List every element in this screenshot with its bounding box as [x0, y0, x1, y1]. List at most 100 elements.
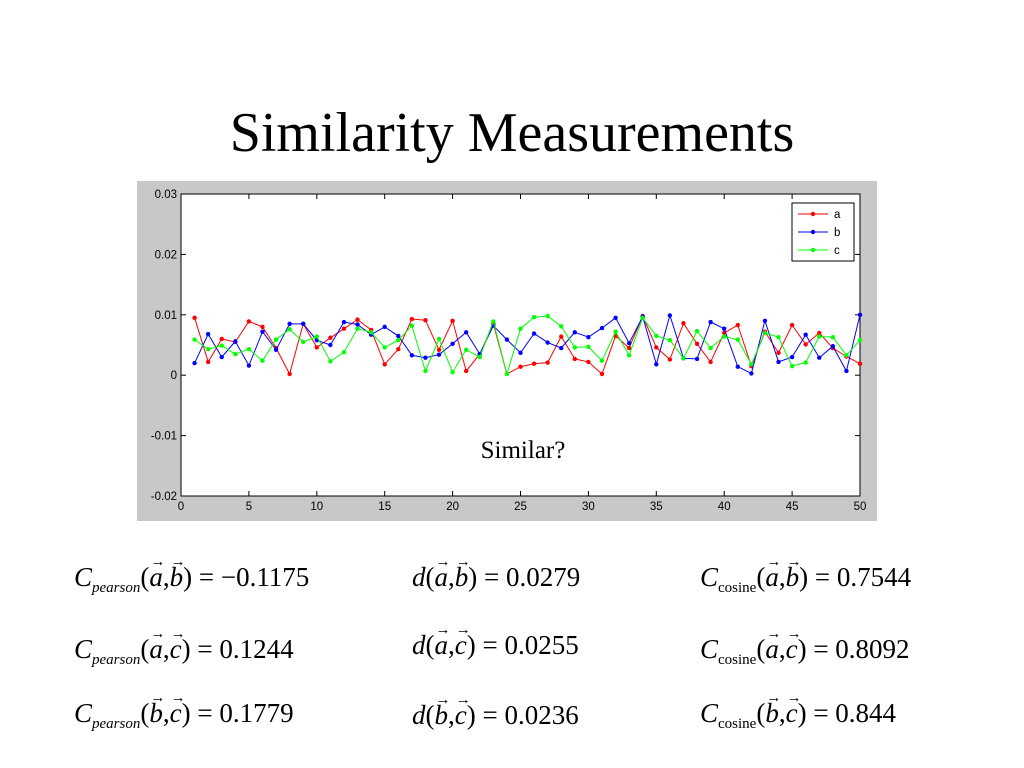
- data-point-a: [436, 347, 442, 353]
- data-point-c: [654, 333, 659, 339]
- data-point-b: [396, 333, 401, 339]
- data-point-c: [463, 347, 469, 353]
- data-point-c: [667, 337, 673, 343]
- data-point-a: [205, 359, 211, 365]
- data-point-b: [328, 342, 333, 348]
- data-point-c: [355, 326, 360, 331]
- x-tick-label: 15: [378, 501, 391, 513]
- data-point-a: [776, 350, 781, 356]
- x-tick-label: 35: [650, 501, 663, 513]
- x-tick-label: 45: [786, 501, 799, 513]
- data-point-c: [803, 360, 808, 365]
- data-point-a: [531, 361, 537, 366]
- data-point-c: [531, 315, 537, 320]
- data-point-c: [287, 327, 292, 332]
- data-point-c: [613, 329, 618, 334]
- line-chart: 0 5 10 15 20 25 30 35 40 45 50 0.03 0.02 0.01 0 -0.01 -0…: [137, 181, 877, 521]
- x-tick-label: 10: [310, 501, 323, 513]
- data-point-a: [681, 321, 686, 326]
- data-point-c: [708, 345, 713, 351]
- data-point-a: [626, 345, 632, 351]
- data-point-b: [586, 334, 591, 340]
- formula-pearson-ab: Cpearson(a,b) = −0.1175: [74, 546, 309, 598]
- data-point-b: [735, 364, 740, 369]
- series-line-b: [194, 313, 861, 375]
- data-point-a: [803, 342, 808, 347]
- data-point-b: [599, 325, 605, 331]
- chart-annotation: Similar?: [481, 437, 566, 464]
- data-point-c: [586, 344, 591, 350]
- data-point-c: [694, 328, 700, 334]
- x-tick-label: 25: [514, 501, 527, 513]
- data-point-a: [341, 326, 347, 331]
- data-point-c: [817, 334, 822, 339]
- data-point-b: [545, 340, 550, 345]
- data-point-a: [260, 324, 265, 330]
- data-point-a: [545, 360, 550, 365]
- data-point-b: [667, 313, 673, 318]
- data-point-a: [559, 334, 564, 339]
- x-tick-label: 5: [246, 501, 252, 513]
- data-point-c: [545, 313, 550, 319]
- data-point-c: [273, 337, 279, 342]
- formula-distance-bc: d(b,c) = 0.0236: [412, 684, 579, 731]
- data-point-b: [205, 331, 211, 337]
- data-point-c: [722, 334, 727, 339]
- data-point-a: [246, 319, 252, 324]
- y-tick-label: 0.01: [155, 310, 177, 322]
- data-point-b: [301, 321, 306, 327]
- data-point-c: [572, 345, 578, 350]
- data-point-a: [857, 361, 863, 366]
- data-point-c: [681, 356, 686, 361]
- data-point-b: [694, 356, 700, 362]
- data-point-b: [273, 347, 279, 353]
- data-point-c: [219, 343, 224, 348]
- y-tick-label: -0.02: [151, 491, 177, 503]
- data-point-a: [287, 371, 292, 377]
- data-point-c: [477, 354, 482, 360]
- data-point-c: [762, 330, 768, 336]
- legend-marker-b: [810, 229, 816, 235]
- data-point-b: [559, 345, 564, 351]
- data-point-b: [654, 362, 659, 367]
- data-point-b: [722, 326, 727, 331]
- data-point-a: [328, 335, 333, 340]
- data-point-b: [803, 332, 808, 337]
- data-point-b: [518, 350, 523, 356]
- legend-label-c: c: [834, 245, 840, 257]
- formula-distance-ac: d(a,c) = 0.0255: [412, 614, 579, 661]
- legend-label-b: b: [834, 227, 840, 239]
- data-point-b: [341, 319, 347, 325]
- data-point-c: [491, 319, 496, 324]
- x-tick-label: 30: [582, 501, 595, 513]
- formula-cosine-ab: Ccosine(a,b) = 0.7544: [700, 546, 911, 598]
- data-point-a: [396, 347, 401, 352]
- data-point-b: [260, 329, 265, 334]
- chart-svg: 0 5 10 15 20 25 30 35 40 45 50 0.03 0.02 0.01 0 -0.01 -0…: [137, 181, 877, 521]
- data-point-b: [423, 355, 428, 360]
- data-point-b: [789, 354, 795, 360]
- data-point-c: [504, 371, 510, 377]
- data-point-a: [450, 318, 455, 324]
- formula-pearson-ac: Cpearson(a,c) = 0.1244: [74, 618, 294, 670]
- data-point-b: [572, 330, 578, 335]
- data-point-c: [640, 315, 645, 321]
- data-point-b: [355, 322, 360, 327]
- data-point-b: [844, 368, 849, 374]
- y-tick-label: 0: [171, 370, 177, 382]
- data-point-c: [301, 339, 306, 345]
- data-point-c: [735, 337, 740, 342]
- data-point-a: [355, 317, 360, 322]
- data-point-b: [613, 315, 618, 321]
- data-point-a: [423, 318, 428, 323]
- data-point-c: [789, 363, 795, 369]
- data-point-c: [328, 359, 333, 364]
- data-point-a: [667, 357, 673, 362]
- data-point-c: [559, 324, 564, 329]
- x-tick-label: 50: [854, 501, 867, 513]
- y-tick-label: 0.03: [155, 189, 177, 201]
- formula-pearson-bc: Cpearson(b,c) = 0.1779: [74, 682, 294, 734]
- data-point-c: [436, 336, 442, 342]
- legend-marker-c: [810, 247, 816, 253]
- formula-cosine-bc: Ccosine(b,c) = 0.844: [700, 682, 896, 734]
